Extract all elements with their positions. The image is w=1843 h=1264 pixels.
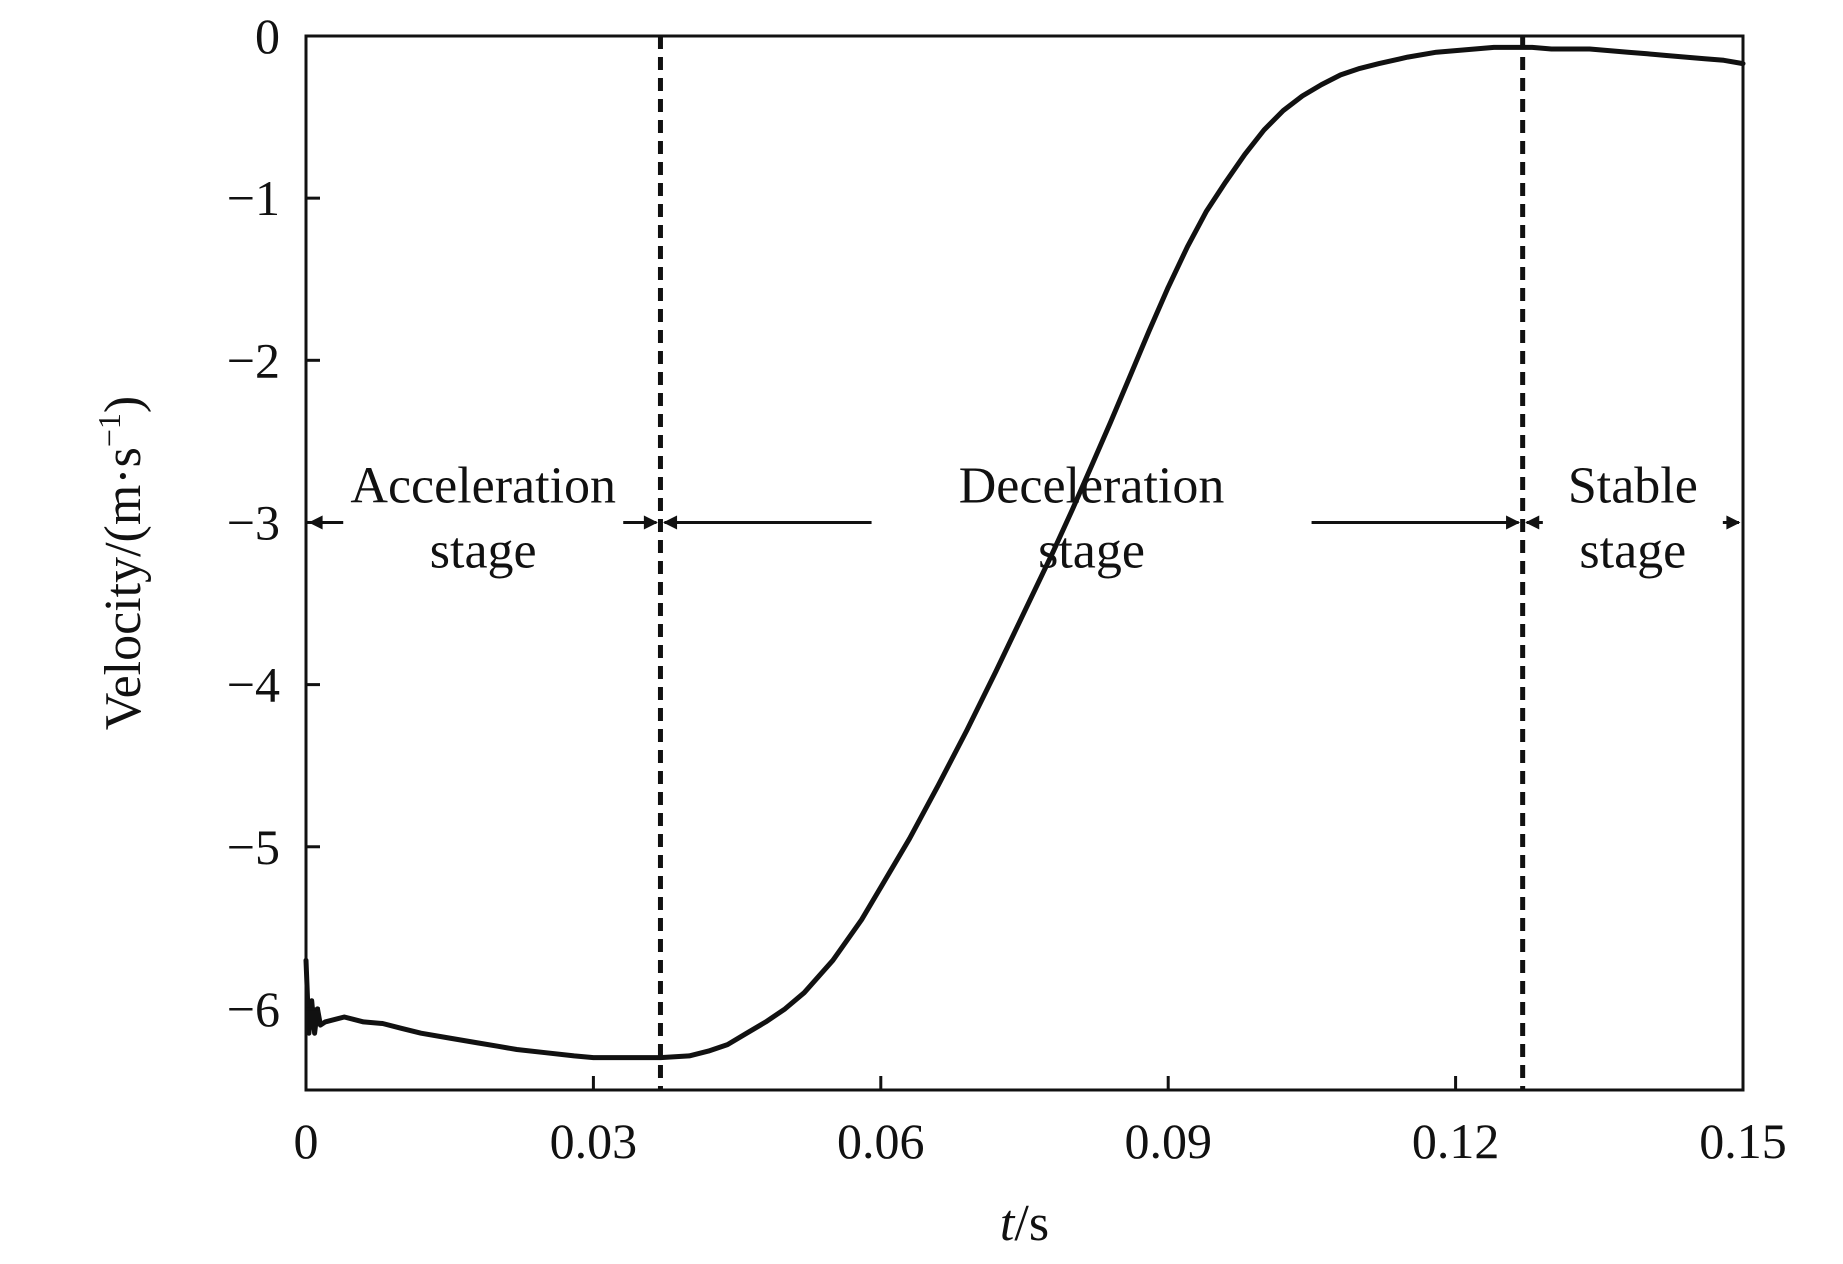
y-tick-label: 0 xyxy=(255,8,280,64)
y-tick-label: −3 xyxy=(227,494,280,550)
stage-label-line1: Acceleration xyxy=(350,457,616,514)
velocity-series-line xyxy=(303,44,1746,1061)
stage-labels: AccelerationstageDecelerationstageStable… xyxy=(350,457,1697,579)
plot-frame xyxy=(304,34,1745,1092)
x-axis-label-unit: /s xyxy=(1014,1195,1049,1252)
y-tick-label: −6 xyxy=(227,981,280,1037)
x-axis-ticks: 0 0.03 0.06 0.09 0.12 0.15 xyxy=(294,1076,1787,1169)
y-tick-label: −2 xyxy=(227,332,280,388)
x-tick-label: 0.03 xyxy=(550,1113,638,1169)
x-tick-label: 0.09 xyxy=(1124,1113,1212,1169)
stage-label-line2: stage xyxy=(430,522,537,579)
y-tick-label: −5 xyxy=(227,819,280,875)
stage-boundary-lines xyxy=(657,36,1526,1090)
y-axis-label: Velocity/(m·s−1) xyxy=(91,396,152,730)
x-axis-label: t/s xyxy=(1000,1195,1049,1252)
y-axis-label-main: Velocity/(m·s xyxy=(95,447,152,730)
stage-label-line2: stage xyxy=(1579,522,1686,579)
x-tick-label: 0.12 xyxy=(1412,1113,1500,1169)
stage-label-line1: Stable xyxy=(1568,457,1698,514)
y-axis-label-close: ) xyxy=(95,396,152,413)
y-axis-ticks: 0 −1 −2 −3 −4 −5 −6 xyxy=(227,8,320,1037)
x-tick-label: 0 xyxy=(294,1113,319,1169)
y-tick-label: −1 xyxy=(227,170,280,226)
y-axis-label-exponent: −1 xyxy=(91,413,127,447)
y-tick-label: −4 xyxy=(227,657,280,713)
x-tick-label: 0.15 xyxy=(1699,1113,1787,1169)
x-axis-label-variable: t xyxy=(1000,1195,1016,1252)
x-tick-label: 0.06 xyxy=(837,1113,925,1169)
